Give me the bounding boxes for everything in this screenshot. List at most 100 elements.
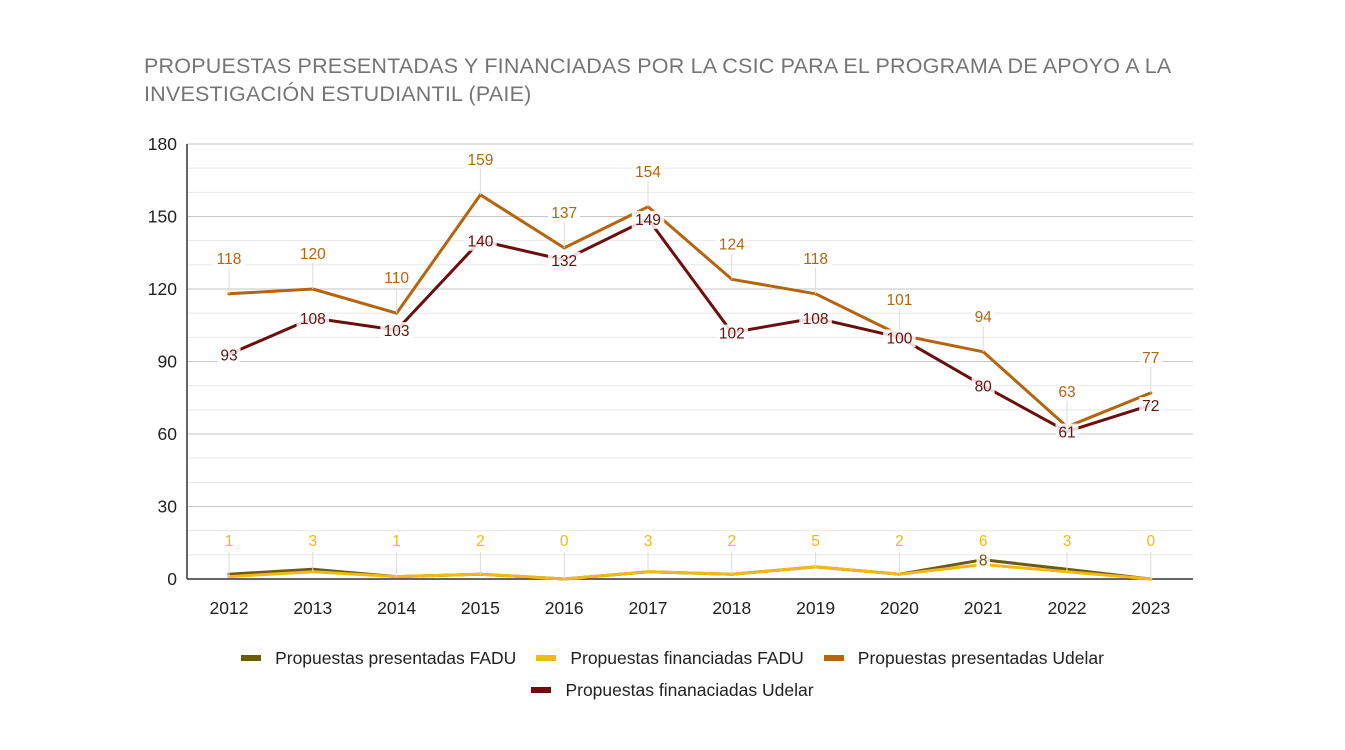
data-label: 124 [719,236,745,253]
data-label-bg [473,532,488,550]
series-line [227,217,1153,434]
data-label: 118 [217,251,242,268]
data-label-bg [1139,348,1163,367]
data-label-bg [1055,423,1079,442]
x-tick-label: 2022 [1048,598,1087,618]
data-label-bg [631,162,665,181]
legend: Propuestas presentadas FADU Propuestas fi… [0,644,1345,708]
legend-swatch [241,655,262,661]
x-tick-label: 2014 [377,598,416,618]
data-label: 140 [467,234,493,251]
data-label-bg [725,532,739,550]
data-label: 137 [551,205,577,222]
data-label: 102 [719,326,745,343]
x-tick-label: 2018 [712,598,751,618]
data-label-bg [641,532,655,550]
legend-item: Propuestas financiadas FADU [536,647,804,669]
data-label-bg [1144,532,1158,550]
data-label: 72 [1142,398,1159,415]
data-label: 101 [886,292,912,309]
y-tick-label: 90 [158,352,178,372]
data-label: 2 [895,533,904,550]
legend-swatch [536,655,557,661]
series-line [227,563,1153,581]
legend-label: Propuestas financiadas FADU [570,647,804,668]
data-label-bg [976,532,990,550]
legend-item: Propuestas presentadas Udelar [823,647,1104,669]
data-label-bg [306,532,320,550]
data-label-bg [976,551,990,570]
y-tick-label: 30 [158,497,178,517]
data-label-bg [1060,532,1074,550]
x-tick-label: 2020 [880,598,919,618]
data-label-bg [715,324,749,343]
legend-row: Propuestas finanaciadas Udelar [0,676,1345,704]
data-label: 6 [979,533,988,550]
series-line [227,193,1153,429]
data-label: 118 [803,251,828,268]
legend-swatch [531,687,552,693]
data-label-bg [1139,397,1163,415]
x-tick-label: 2021 [964,598,1003,618]
data-labels: 118 1201101591371541241181019463779310810… [212,150,1163,579]
data-label: 94 [975,309,993,326]
y-tick-label: 150 [148,207,177,227]
x-tick-label: 2015 [461,598,500,618]
x-tick-label: 2013 [293,598,332,618]
data-label: 3 [1063,533,1072,550]
data-label-bg [464,150,497,169]
data-label: 93 [220,347,237,364]
x-tick-label: 2023 [1131,598,1170,618]
data-label-bg [883,329,916,348]
y-tick-label: 120 [148,279,177,299]
y-tick-label: 60 [158,424,178,444]
data-label: 154 [635,164,661,181]
data-label-bg [631,210,665,229]
y-tick-label: 180 [148,134,177,154]
data-label: 149 [635,212,661,229]
data-label: 108 [803,311,829,328]
data-label: 0 [1146,533,1155,550]
data-label-bg [1055,382,1079,401]
data-label-bg [557,532,571,550]
legend-label: Propuestas finanaciadas Udelar [565,679,814,700]
data-label: 0 [560,533,569,550]
data-label: 132 [551,253,577,270]
data-label: 2 [476,533,485,550]
data-label-bg [547,252,581,270]
data-label: 3 [308,533,317,550]
data-label-bg [222,532,236,550]
data-label-bg [296,245,330,263]
data-label: 63 [1058,384,1075,401]
legend-row: Propuestas presentadas FADU Propuestas fi… [0,644,1345,672]
data-label-bg [715,235,749,254]
data-label: 77 [1142,350,1159,367]
data-label-bg [380,322,413,341]
legend-label: Propuestas presentadas Udelar [857,647,1104,668]
data-label: 2 [727,533,736,550]
chart-title: PROPUESTAS PRESENTADAS Y FINANCIADAS POR… [144,54,1171,106]
data-label-bg [799,310,832,328]
x-tick-label: 2019 [796,598,835,618]
data-label-bg [217,346,241,365]
data-label-bg [389,532,404,550]
data-label: 120 [300,246,326,263]
data-label: 108 [300,311,326,328]
data-label: 159 [467,152,493,169]
y-tick-label: 0 [167,569,177,589]
legend-swatch [823,655,844,661]
data-label-bg [883,290,916,309]
data-label-bg [799,249,832,268]
legend-label: Propuestas presentadas FADU [275,647,517,668]
grid-lines [187,143,1193,556]
data-label-bg [296,310,330,328]
data-label: 8 [979,553,988,570]
data-label-bg [380,269,413,288]
x-tick-label: 2016 [545,598,584,618]
data-label: 61 [1058,425,1075,442]
data-label-bg [808,532,823,550]
legend-item: Propuestas presentadas FADU [241,648,516,669]
data-label-bg [547,203,581,222]
